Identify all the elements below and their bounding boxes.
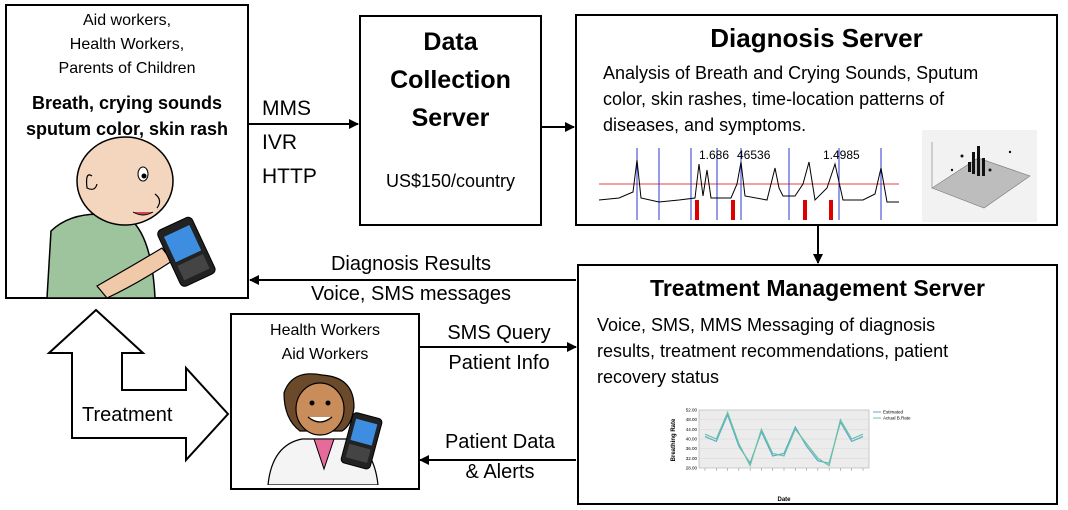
health-workers-line: Health Workers (270, 322, 380, 339)
patient-data-line: Patient Data (444, 431, 556, 453)
chart-series-line-2 (704, 410, 864, 468)
chart-ytick-label: 44.00 (686, 427, 698, 432)
treatment-description-line: recovery status (597, 367, 720, 387)
waveform-label: 46536 (737, 148, 771, 162)
data-collection-server-box: Data Collection Server US$150/country (359, 15, 542, 226)
chart-legend-label: Estimated (883, 410, 904, 415)
diagnosis-description-line: color, skin rashes, time-location patter… (603, 89, 945, 109)
diagnosis-description-line: diseases, and symptoms. (603, 115, 807, 135)
chart-ylabel: Breathing Rate (671, 418, 677, 461)
treatment-label: Treatment (82, 404, 173, 426)
diagnosis-results-line: Diagnosis Results (330, 253, 492, 275)
treatment-arrow-shape (46, 308, 230, 463)
diagnosis-server-title: Diagnosis Server (710, 23, 923, 53)
chart-ytick-label: 40.00 (686, 437, 698, 442)
chart-ytick-label: 36.00 (686, 446, 698, 451)
chart-ytick-label: 28.00 (686, 466, 698, 471)
user-role-line: Parents of Children (58, 60, 196, 77)
data-collection-title-line: Collection (390, 66, 511, 94)
chart-ytick-label: 32.00 (686, 456, 698, 461)
3d-scatter-thumbnail (922, 130, 1037, 222)
data-collection-title-line: Server (411, 104, 490, 132)
treatment-server-title: Treatment Management Server (650, 275, 985, 301)
protocol-label: IVR (262, 131, 298, 154)
health-workers-line: Aid Workers (281, 346, 369, 363)
protocol-label: HTTP (262, 165, 317, 188)
health-worker-illustration (267, 373, 383, 485)
user-role-line: Aid workers, (82, 12, 172, 29)
treatment-description-line: Voice, SMS, MMS Messaging of diagnosis (597, 315, 936, 335)
diagnosis-description-line: Analysis of Breath and Crying Sounds, Sp… (603, 63, 979, 83)
waveform-label: 1.686 (699, 148, 730, 162)
treatment-management-server-box: Treatment Management Server Voice, SMS, … (577, 264, 1058, 505)
child-with-phone-illustration (46, 136, 216, 298)
health-workers-box: Health Workers Aid Workers (230, 313, 420, 490)
sms-query-line: Patient Info (448, 352, 550, 374)
breath-waveform-plot (599, 148, 899, 220)
user-role-line: Health Workers, (69, 36, 185, 53)
chart-ytick-label: 48.00 (686, 417, 698, 422)
server-cost: US$150/country (385, 171, 516, 191)
sms-query-line: SMS Query (447, 322, 551, 344)
treatment-description-line: results, treatment recommendations, pati… (597, 341, 949, 361)
protocol-label: MMS (262, 97, 311, 120)
user-box: Aid workers, Health Workers, Parents of … (5, 4, 249, 299)
chart-legend-label: Actual B.Rate (883, 416, 911, 421)
data-collection-title-line: Data (423, 28, 478, 56)
input-type-line: Breath, crying sounds (31, 93, 223, 113)
breathing-rate-chart: 52.00 48.00 44.00 40.00 36.00 32.00 28.00 Brea… (671, 408, 911, 504)
chart-xlabel: Date (777, 497, 791, 503)
input-type-line: sputum color, skin rash (25, 119, 229, 139)
patient-data-line: & Alerts (465, 461, 535, 483)
chart-ytick-label: 52.00 (686, 408, 698, 413)
waveform-label: 1.4985 (823, 148, 860, 162)
diagnosis-results-line: Voice, SMS messages (310, 283, 512, 305)
diagnosis-server-box: Diagnosis Server Analysis of Breath and … (575, 14, 1058, 226)
